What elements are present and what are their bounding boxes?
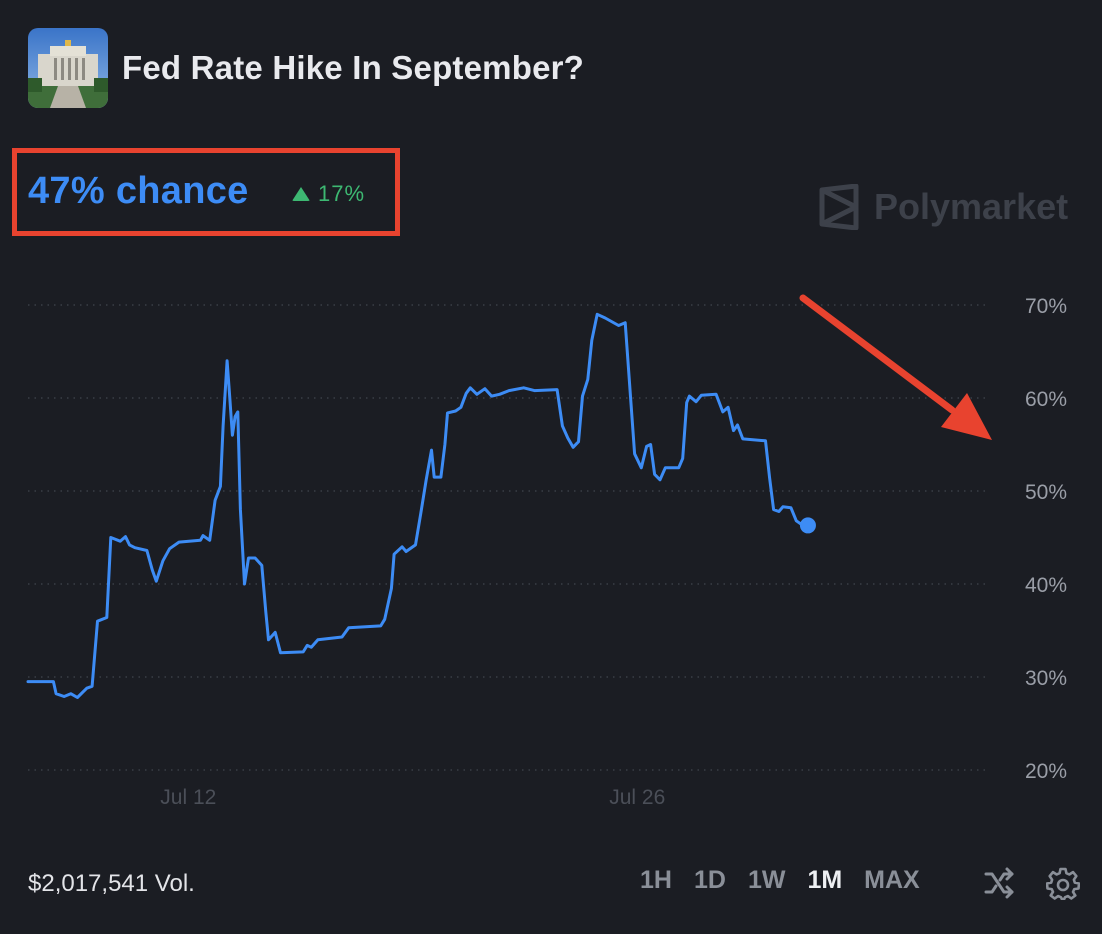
x-tick-label: Jul 26: [609, 786, 665, 809]
period-selector: 1H 1D 1W 1M MAX: [640, 866, 942, 895]
period-1w[interactable]: 1W: [747, 866, 786, 894]
market-header: Fed Rate Hike In September?: [28, 28, 584, 108]
market-title[interactable]: Fed Rate Hike In September?: [122, 49, 585, 86]
brand-name: Polymarket: [874, 186, 1069, 227]
period-1h[interactable]: 1H: [640, 866, 672, 894]
shuffle-icon[interactable]: [982, 866, 1016, 900]
y-tick-label: 40%: [1025, 574, 1067, 597]
annotation-arrow-shaft: [799, 294, 956, 414]
change-indicator: 17%: [292, 181, 365, 207]
polymarket-logo-icon: [819, 184, 859, 230]
chance-value: 47% chance: [28, 170, 249, 212]
federal-reserve-thumbnail[interactable]: [28, 28, 108, 108]
x-tick-label: Jul 12: [160, 786, 216, 809]
y-tick-label: 20%: [1025, 760, 1067, 783]
y-tick-label: 30%: [1025, 667, 1067, 690]
y-tick-label: 70%: [1025, 295, 1067, 318]
settings-gear-icon[interactable]: [1046, 866, 1080, 900]
period-max[interactable]: MAX: [864, 866, 920, 894]
current-value-dot: [799, 517, 816, 534]
period-1m[interactable]: 1M: [807, 866, 843, 894]
highlight-box: [12, 148, 400, 236]
brand-watermark: Polymarket: [818, 184, 1068, 230]
up-triangle-icon: [292, 187, 310, 201]
y-tick-label: 60%: [1025, 388, 1067, 411]
y-tick-label: 50%: [1025, 481, 1067, 504]
annotation-arrow-head: [941, 393, 992, 440]
probability-line: [26, 312, 805, 699]
volume-label: $2,017,541 Vol.: [28, 870, 195, 897]
period-1d[interactable]: 1D: [693, 866, 726, 894]
change-value: 17%: [318, 181, 366, 206]
